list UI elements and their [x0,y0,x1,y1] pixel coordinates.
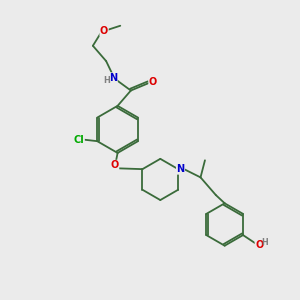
Text: O: O [110,160,119,170]
Text: H: H [103,76,110,85]
Text: N: N [176,164,184,174]
Text: N: N [109,73,117,83]
Text: O: O [149,77,157,87]
Text: H: H [261,238,268,247]
Text: Cl: Cl [74,135,84,145]
Text: O: O [255,239,263,250]
Text: O: O [100,26,108,36]
